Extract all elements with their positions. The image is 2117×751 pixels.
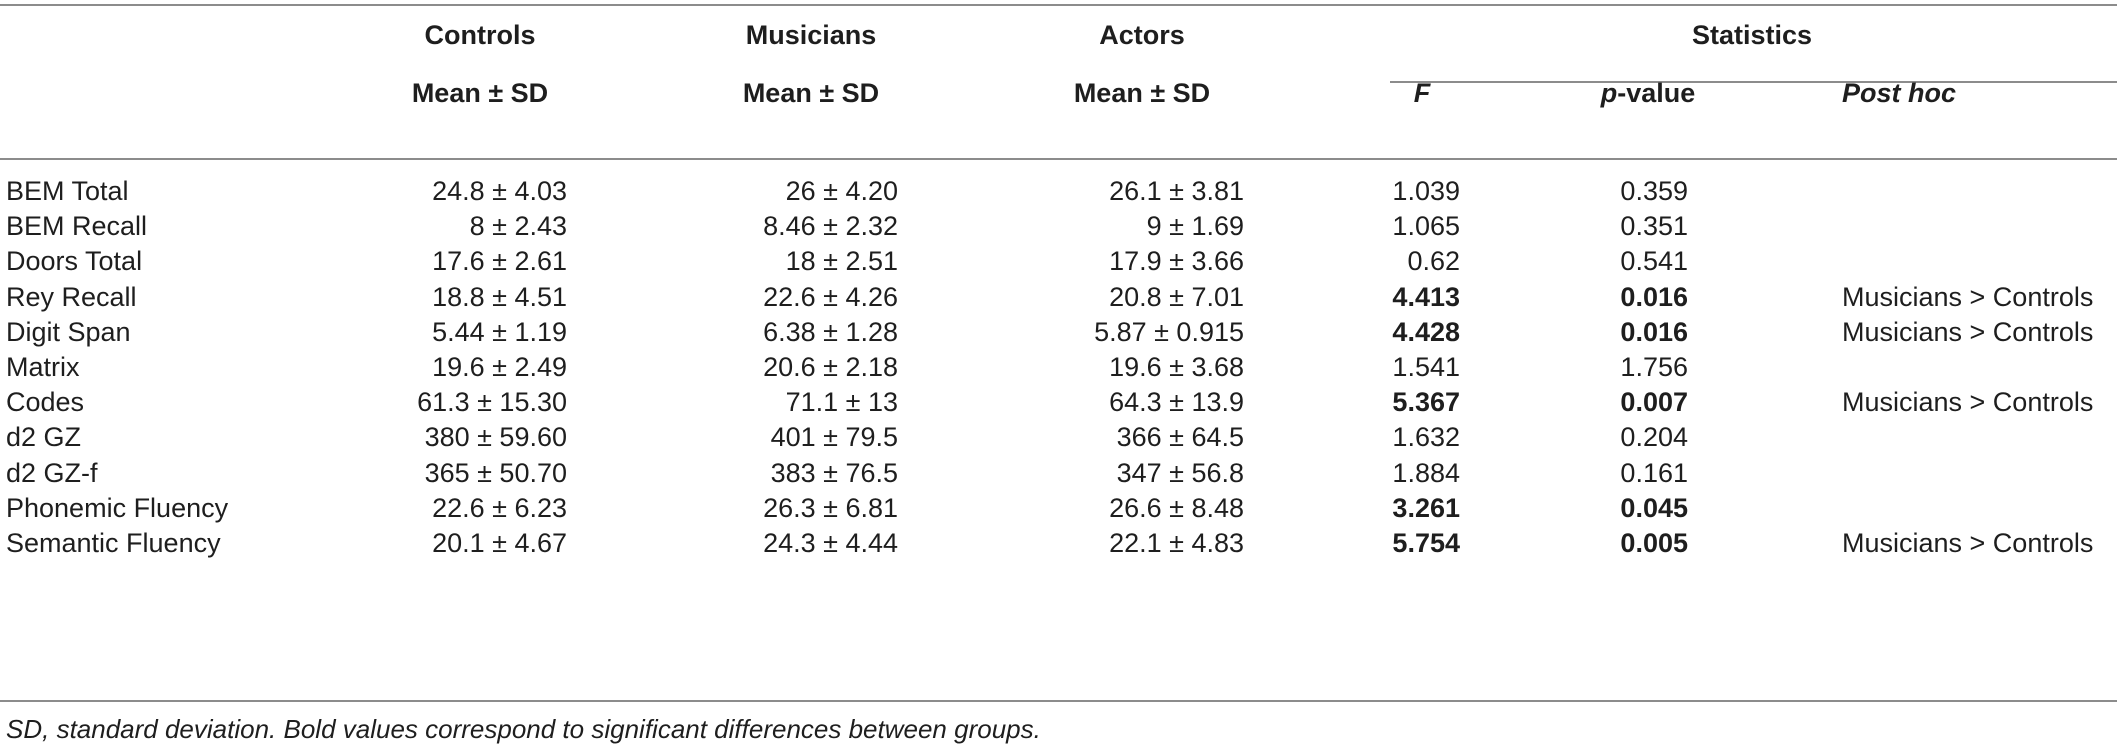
- cell-f: 0.62: [1407, 246, 1460, 277]
- table-row: Codes 61.3 ± 15.30 71.1 ± 13 64.3 ± 13.9 5.3…: [0, 387, 2117, 434]
- cell-actors: 19.6 ± 3.68: [1109, 352, 1244, 382]
- cell-measure: Phonemic Fluency: [6, 492, 229, 523]
- cell-measure: Digit Span: [6, 316, 131, 347]
- cell-f: 1.065: [1392, 211, 1460, 242]
- cell-measure: Codes: [6, 387, 85, 418]
- cell-musicians: 26 ± 4.20: [785, 176, 898, 206]
- cell-controls: 61.3 ± 15.30: [417, 387, 567, 418]
- cell-p-value: 0.005: [1620, 528, 1688, 558]
- header-bottom-rule: [0, 158, 2117, 160]
- cell-f: 3.261: [1392, 492, 1460, 523]
- table-top-rule: [0, 4, 2117, 6]
- cell-controls: 18.8 ± 4.51: [432, 281, 567, 312]
- cell-actors: 17.9 ± 3.66: [1109, 246, 1244, 277]
- cell-controls: 365 ± 50.70: [424, 457, 567, 488]
- cell-musicians: 22.6 ± 4.26: [763, 281, 898, 312]
- cell-p-value: 0.541: [1620, 246, 1688, 277]
- table-row: Doors Total 17.6 ± 2.61 18 ± 2.51 17.9 ± 3.…: [0, 246, 2117, 293]
- header-statistics: Statistics: [1691, 20, 1813, 50]
- cell-actors: 20.8 ± 7.01: [1109, 281, 1244, 312]
- cell-musicians: 71.1 ± 13: [785, 387, 898, 418]
- cell-actors: 64.3 ± 13.9: [1109, 387, 1244, 418]
- cell-measure: Rey Recall: [6, 281, 137, 312]
- cell-f: 4.413: [1392, 281, 1460, 312]
- cell-post-hoc: Musicians > Controls: [1842, 528, 2094, 558]
- table-row: Digit Span 5.44 ± 1.19 6.38 ± 1.28 5.87 ± 0…: [0, 317, 2117, 364]
- cell-controls: 380 ± 59.60: [424, 422, 567, 453]
- cell-f: 4.428: [1392, 316, 1460, 347]
- table-row: d2 GZ-f 365 ± 50.70 383 ± 76.5 347 ± 56.8 1.…: [0, 458, 2117, 505]
- cell-measure: BEM Total: [6, 176, 129, 206]
- cell-f: 1.541: [1392, 352, 1460, 382]
- cell-musicians: 8.46 ± 2.32: [763, 211, 898, 242]
- subheader-post-hoc: Post hoc: [1842, 78, 1957, 108]
- cell-actors: 26.1 ± 3.81: [1109, 176, 1244, 206]
- subheader-actors-mean-sd: Mean ± SD: [1073, 78, 1211, 108]
- cell-p-value: 0.161: [1620, 457, 1688, 488]
- subheader-musicians-mean-sd: Mean ± SD: [742, 78, 880, 108]
- cell-measure: Matrix: [6, 352, 80, 382]
- cell-measure: d2 GZ-f: [6, 457, 98, 488]
- cell-actors: 22.1 ± 4.83: [1109, 528, 1244, 558]
- cell-musicians: 24.3 ± 4.44: [763, 528, 898, 558]
- cell-musicians: 383 ± 76.5: [770, 457, 898, 488]
- cell-measure: BEM Recall: [6, 211, 148, 242]
- cell-f: 1.039: [1392, 176, 1460, 206]
- table-row: BEM Recall 8 ± 2.43 8.46 ± 2.32 9 ± 1.69 1.0…: [0, 211, 2117, 258]
- cell-f: 1.632: [1392, 422, 1460, 453]
- header-controls: Controls: [424, 20, 536, 50]
- cell-musicians: 18 ± 2.51: [785, 246, 898, 277]
- cell-musicians: 401 ± 79.5: [770, 422, 898, 453]
- cell-actors: 366 ± 64.5: [1116, 422, 1244, 453]
- cell-p-value: 0.204: [1620, 422, 1688, 453]
- header-actors: Actors: [1099, 20, 1185, 50]
- cell-p-value: 0.351: [1620, 211, 1688, 242]
- header-musicians: Musicians: [745, 20, 877, 50]
- cell-measure: Semantic Fluency: [6, 528, 221, 558]
- cell-controls: 19.6 ± 2.49: [432, 352, 567, 382]
- cell-measure: Doors Total: [6, 246, 143, 277]
- subheader-f: F: [1413, 78, 1431, 108]
- cell-controls: 5.44 ± 1.19: [432, 316, 567, 347]
- cell-controls: 8 ± 2.43: [469, 211, 567, 242]
- cell-controls: 24.8 ± 4.03: [432, 176, 567, 206]
- table-row: Semantic Fluency 20.1 ± 4.67 24.3 ± 4.44 22…: [0, 528, 2117, 575]
- cell-p-value: 0.016: [1620, 316, 1688, 347]
- cell-p-value: 0.016: [1620, 281, 1688, 312]
- table-bottom-rule: [0, 700, 2117, 702]
- cell-p-value: 0.007: [1620, 387, 1688, 418]
- subheader-controls-mean-sd: Mean ± SD: [411, 78, 549, 108]
- cell-musicians: 26.3 ± 6.81: [763, 492, 898, 523]
- cell-actors: 5.87 ± 0.915: [1094, 316, 1244, 347]
- cell-f: 5.367: [1392, 387, 1460, 418]
- cell-post-hoc: Musicians > Controls: [1842, 387, 2094, 418]
- table-row: Matrix 19.6 ± 2.49 20.6 ± 2.18 19.6 ± 3.68 1…: [0, 352, 2117, 399]
- cell-actors: 26.6 ± 8.48: [1109, 492, 1244, 523]
- cell-post-hoc: Musicians > Controls: [1842, 316, 2094, 347]
- cell-f: 5.754: [1392, 528, 1460, 558]
- cell-musicians: 6.38 ± 1.28: [763, 316, 898, 347]
- cell-p-value: 1.756: [1620, 352, 1688, 382]
- table-row: Phonemic Fluency 22.6 ± 6.23 26.3 ± 6.81 26…: [0, 493, 2117, 540]
- statistics-rule: [1390, 81, 2117, 83]
- cell-controls: 22.6 ± 6.23: [432, 492, 567, 523]
- table-footnote: SD, standard deviation. Bold values corr…: [6, 714, 1041, 744]
- cell-actors: 347 ± 56.8: [1116, 457, 1244, 488]
- cell-post-hoc: Musicians > Controls: [1842, 281, 2094, 312]
- cell-p-value: 0.045: [1620, 492, 1688, 523]
- cell-f: 1.884: [1392, 457, 1460, 488]
- table-row: BEM Total 24.8 ± 4.03 26 ± 4.20 26.1 ± 3.81…: [0, 176, 2117, 223]
- cell-actors: 9 ± 1.69: [1146, 211, 1244, 242]
- cell-measure: d2 GZ: [6, 422, 82, 453]
- table-row: Rey Recall 18.8 ± 4.51 22.6 ± 4.26 20.8 ± 7…: [0, 282, 2117, 329]
- subheader-p-suffix: -value: [1617, 78, 1696, 108]
- subheader-p-letter: p: [1600, 78, 1618, 108]
- cell-musicians: 20.6 ± 2.18: [763, 352, 898, 382]
- cell-controls: 20.1 ± 4.67: [432, 528, 567, 558]
- subheader-p-value: p-value: [1601, 78, 1696, 109]
- cell-p-value: 0.359: [1620, 176, 1688, 206]
- table-row: d2 GZ 380 ± 59.60 401 ± 79.5 366 ± 64.5 1.63…: [0, 422, 2117, 469]
- cell-controls: 17.6 ± 2.61: [432, 246, 567, 277]
